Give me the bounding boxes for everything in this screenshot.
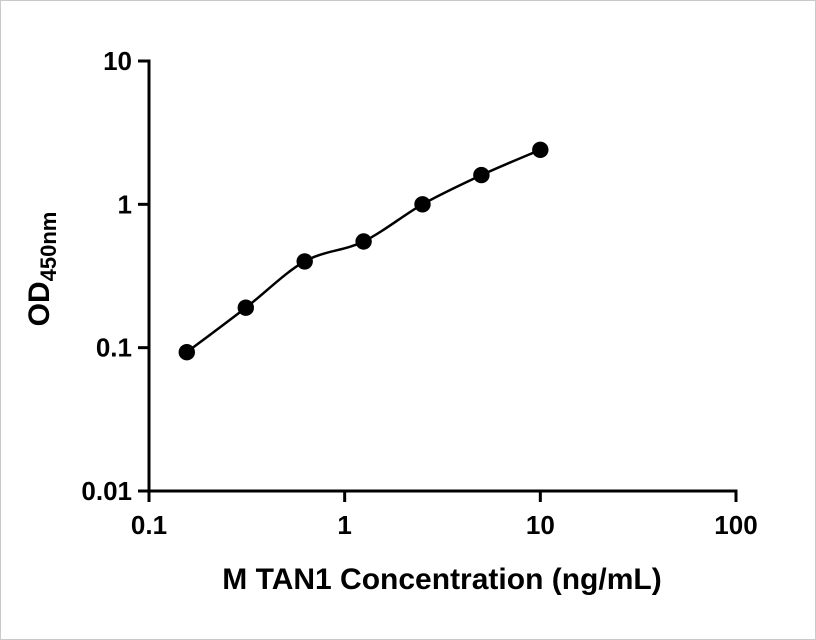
x-tick-label: 10: [526, 510, 555, 540]
y-axis-title: OD450nm: [23, 212, 61, 327]
y-tick-label: 0.01: [81, 476, 132, 506]
x-tick-label: 100: [714, 510, 757, 540]
y-axis-title-subscript: 450nm: [36, 212, 61, 282]
data-point: [296, 253, 313, 270]
data-point: [237, 299, 254, 316]
data-point: [355, 233, 372, 250]
data-point: [178, 344, 195, 361]
x-tick-label: 1: [337, 510, 351, 540]
axis-spines: [147, 59, 738, 493]
y-tick-label: 0.1: [96, 333, 132, 363]
data-point: [473, 166, 490, 184]
data-point: [532, 141, 549, 158]
y-tick-label: 1: [118, 189, 132, 219]
data-point: [414, 196, 431, 213]
x-tick-label: 0.1: [131, 510, 167, 540]
plot-area: 0.01 0.1 1 10 0.1 1 10 100: [81, 46, 757, 540]
x-axis-title: M TAN1 Concentration (ng/mL): [222, 563, 661, 596]
y-tick-label: 10: [103, 46, 132, 76]
y-axis-title-main: OD: [23, 281, 56, 326]
